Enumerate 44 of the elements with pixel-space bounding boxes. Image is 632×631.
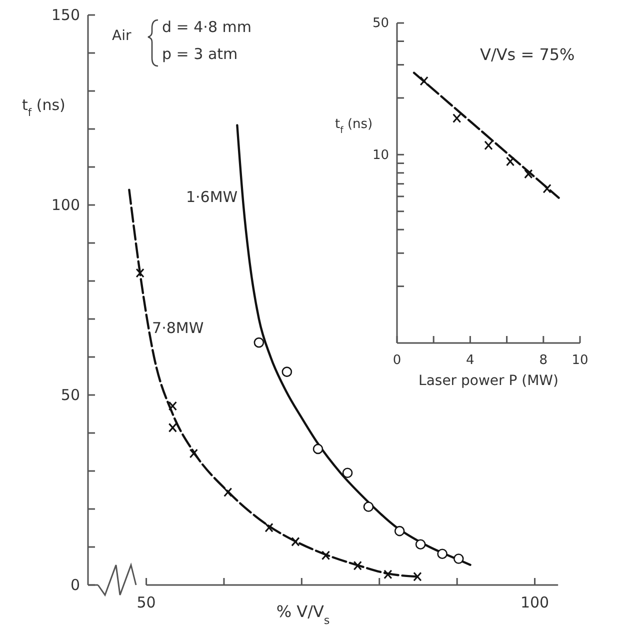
y-tick-label: 50 bbox=[60, 386, 80, 404]
point bbox=[189, 448, 198, 458]
point bbox=[136, 268, 144, 278]
point bbox=[452, 113, 462, 124]
annotation: V/Vs = 75% bbox=[480, 45, 575, 64]
x-tick-label: 0 bbox=[392, 353, 402, 368]
point bbox=[506, 156, 515, 166]
point bbox=[384, 570, 392, 580]
x-tick-label: 4 bbox=[466, 353, 474, 368]
point bbox=[291, 536, 300, 546]
point bbox=[264, 522, 274, 532]
y-tick-label: 0 bbox=[70, 576, 80, 594]
y-tick-label: 150 bbox=[51, 6, 80, 24]
y-tick-label: 100 bbox=[51, 196, 80, 214]
point bbox=[484, 140, 493, 150]
y-axis-title: t$_{f}$ (ns) bbox=[335, 117, 373, 136]
point bbox=[437, 548, 448, 559]
point bbox=[415, 539, 426, 550]
point bbox=[453, 554, 464, 564]
x-axis-title: Laser power P (MW) bbox=[418, 373, 558, 389]
point bbox=[224, 487, 232, 498]
annotation: d = 4·8 mm bbox=[162, 18, 252, 36]
point bbox=[394, 526, 405, 536]
point bbox=[321, 550, 330, 560]
point bbox=[542, 184, 552, 194]
point bbox=[363, 502, 374, 512]
annotation: p = 3 atm bbox=[162, 45, 238, 63]
x-axis-title: % V/V$_{s}$ bbox=[276, 602, 330, 626]
series-label: 1·6MW bbox=[186, 188, 238, 206]
series-label: 7·8MW bbox=[152, 319, 204, 337]
point bbox=[524, 169, 533, 179]
point bbox=[312, 444, 324, 454]
point bbox=[342, 468, 353, 478]
annotation: Air bbox=[112, 28, 132, 44]
point bbox=[168, 401, 177, 411]
point bbox=[282, 366, 292, 377]
point bbox=[353, 560, 362, 570]
y-axis-title: t$_{f}$ (ns) bbox=[22, 96, 66, 119]
point bbox=[413, 572, 422, 582]
point bbox=[168, 422, 177, 432]
point bbox=[420, 76, 428, 86]
point bbox=[254, 337, 264, 348]
x-tick-label: 10 bbox=[572, 353, 588, 368]
x-tick-label: 8 bbox=[539, 353, 548, 368]
